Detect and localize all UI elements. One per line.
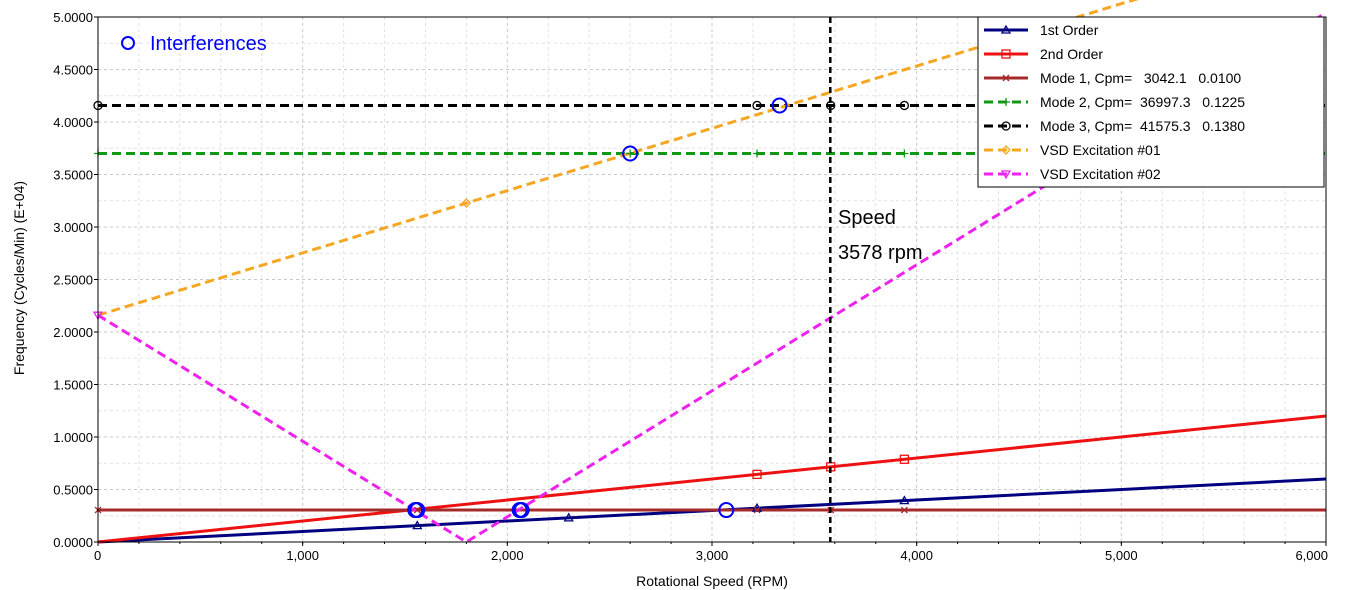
y-tick-label: 4.0000 bbox=[53, 115, 93, 130]
legend-label: 1st Order bbox=[1040, 22, 1099, 38]
plus-marker bbox=[626, 149, 635, 158]
y-axis-title: Frequency (Cycles/Min) (E+04) bbox=[11, 181, 27, 375]
y-tick-label: 3.5000 bbox=[53, 168, 93, 183]
x-marker bbox=[753, 506, 761, 514]
circle-marker bbox=[752, 100, 762, 111]
diamond-marker bbox=[461, 198, 472, 208]
y-tick-label: 4.5000 bbox=[53, 63, 93, 78]
y-tick-label: 0.5000 bbox=[53, 483, 93, 498]
plus-marker bbox=[753, 149, 762, 158]
plus-marker bbox=[1002, 98, 1010, 106]
interference-circle bbox=[409, 502, 426, 519]
x-tick-label: 0 bbox=[94, 548, 101, 563]
circle-marker bbox=[1001, 121, 1011, 131]
triangle-marker bbox=[1000, 24, 1012, 34]
series-line-2 bbox=[97, 414, 1327, 544]
x-marker bbox=[900, 506, 908, 514]
interference-points bbox=[407, 97, 788, 519]
y-tick-label: 1.0000 bbox=[53, 430, 93, 445]
interference-circle bbox=[513, 502, 530, 519]
interference-circle bbox=[771, 97, 788, 114]
interference-key-icon bbox=[121, 36, 135, 50]
interference-circle bbox=[622, 145, 639, 162]
speed-label-line2: 3578 rpm bbox=[838, 242, 923, 264]
x-tick-label: 2,000 bbox=[491, 548, 524, 563]
triangle-marker bbox=[412, 520, 423, 530]
down-triangle-marker bbox=[1000, 170, 1012, 180]
x-axis-ticks: 0 1,000 2,000 3,000 4,000 5,000 6,000 bbox=[94, 542, 1328, 563]
triangle-marker bbox=[899, 495, 910, 505]
legend-box bbox=[977, 16, 1325, 188]
speed-label: Speed 3578 rpm bbox=[838, 207, 923, 264]
triangle-marker bbox=[563, 512, 574, 522]
legend-label: Mode 2, Cpm= 36997.3 0.1225 bbox=[1040, 94, 1245, 110]
x-tick-label: 3,000 bbox=[696, 548, 729, 563]
series-line-7 bbox=[97, 11, 1327, 544]
legend-label: VSD Excitation #01 bbox=[1040, 142, 1161, 158]
y-tick-label: 3.0000 bbox=[53, 220, 93, 235]
speed-label-line1: Speed bbox=[838, 207, 896, 229]
x-tick-label: 1,000 bbox=[286, 548, 319, 563]
square-marker bbox=[899, 454, 910, 464]
plus-marker bbox=[900, 149, 909, 158]
diamond-marker bbox=[1001, 145, 1011, 155]
square-marker bbox=[752, 469, 762, 480]
x-marker bbox=[1002, 74, 1010, 82]
series-line-6 bbox=[97, 0, 1139, 317]
series-markers bbox=[92, 100, 910, 530]
interferences-key: Interferences bbox=[121, 33, 267, 55]
y-axis-ticks: 0.0000 0.5000 1.0000 1.5000 2.0000 2.5000 3.00… bbox=[53, 10, 98, 550]
x-marker bbox=[413, 506, 421, 514]
grid-lines bbox=[98, 17, 1326, 542]
x-axis-title: Rotational Speed (RPM) bbox=[636, 573, 788, 589]
interferences-key-label: Interferences bbox=[150, 33, 267, 55]
circle-marker bbox=[899, 100, 910, 111]
legend-label: Mode 3, Cpm= 41575.3 0.1380 bbox=[1040, 118, 1245, 134]
x-tick-label: 6,000 bbox=[1295, 548, 1328, 563]
y-tick-label: 2.0000 bbox=[53, 325, 93, 340]
y-tick-label: 1.5000 bbox=[53, 378, 93, 393]
legend-label: Mode 1, Cpm= 3042.1 0.0100 bbox=[1040, 70, 1241, 86]
legend-label: 2nd Order bbox=[1040, 46, 1103, 62]
x-tick-label: 4,000 bbox=[900, 548, 933, 563]
interference-circle bbox=[718, 502, 735, 519]
plot-frame bbox=[97, 16, 1327, 543]
y-tick-label: 5.0000 bbox=[53, 10, 93, 25]
legend-label: VSD Excitation #02 bbox=[1040, 166, 1161, 182]
y-tick-label: 2.5000 bbox=[53, 273, 93, 288]
legend: 1st Order 2nd Order Mode 1, Cpm= 3042.1 0.… bbox=[977, 16, 1325, 188]
square-marker bbox=[1001, 49, 1011, 59]
y-tick-label: 0.0000 bbox=[53, 535, 93, 550]
x-tick-label: 5,000 bbox=[1105, 548, 1138, 563]
